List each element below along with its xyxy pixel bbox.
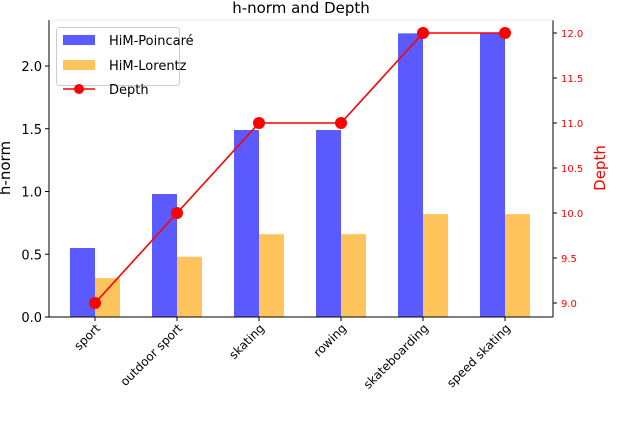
x-tick-label: skating [226, 321, 267, 362]
depth-marker [499, 27, 511, 39]
bar-him-poincare [480, 33, 505, 318]
bar-him-lorentz [95, 278, 120, 317]
legend-swatch-him-lorentz [63, 60, 95, 70]
legend-swatch-him-poincare [63, 35, 95, 45]
y2-tick-label: 11.0 [561, 119, 583, 130]
depth-marker [89, 297, 101, 309]
y-tick-label: 0.5 [21, 248, 42, 263]
depth-marker [253, 117, 265, 129]
bar-him-lorentz [423, 214, 448, 317]
x-tick-label: rowing [311, 321, 349, 359]
bar-him-poincare [398, 33, 423, 318]
y2-tick-label: 10.0 [561, 209, 583, 220]
y-tick-label: 1.5 [21, 123, 42, 138]
y2-tick-label: 12.0 [561, 29, 583, 40]
y-axis-label: h-norm [0, 141, 14, 195]
bar-him-poincare [234, 130, 259, 317]
legend-marker-depth [74, 84, 84, 94]
legend-label-him-lorentz: HiM-Lorentz [109, 59, 187, 74]
caption-fragment [0, 424, 640, 442]
y2-tick-label: 10.5 [561, 164, 583, 175]
y2-tick-label: 9.0 [561, 299, 577, 310]
y-tick-label: 2.0 [21, 60, 42, 75]
bar-him-lorentz [505, 214, 530, 317]
y-tick-label: 0.0 [21, 311, 42, 326]
legend-label-him-poincare: HiM-Poincaré [109, 34, 194, 49]
x-tick-label: sport [71, 321, 103, 353]
x-tick-label: outdoor sport [118, 321, 186, 389]
depth-marker [417, 27, 429, 39]
y-tick-label: 1.0 [21, 186, 42, 201]
depth-line [94, 32, 505, 304]
depth-marker [335, 117, 347, 129]
bar-him-poincare [316, 130, 341, 317]
bar-him-lorentz [177, 256, 202, 317]
y2-tick-label: 11.5 [561, 74, 583, 85]
legend-label-depth: Depth [109, 83, 149, 98]
x-tick-label: speed skating [444, 321, 513, 390]
y2-axis-label: Depth [591, 145, 609, 191]
x-tick-label: skateboarding [361, 321, 431, 391]
plot-area: 0.0 0.5 1.0 1.5 2.0 9.0 9.5 10.0 10.5 11.0 11.5 12.… [21, 19, 583, 392]
chart-title: h-norm and Depth [232, 0, 370, 17]
depth-marker [171, 207, 183, 219]
bar-him-lorentz [259, 234, 284, 317]
bar-him-lorentz [341, 234, 366, 317]
y2-tick-label: 9.5 [561, 254, 577, 265]
